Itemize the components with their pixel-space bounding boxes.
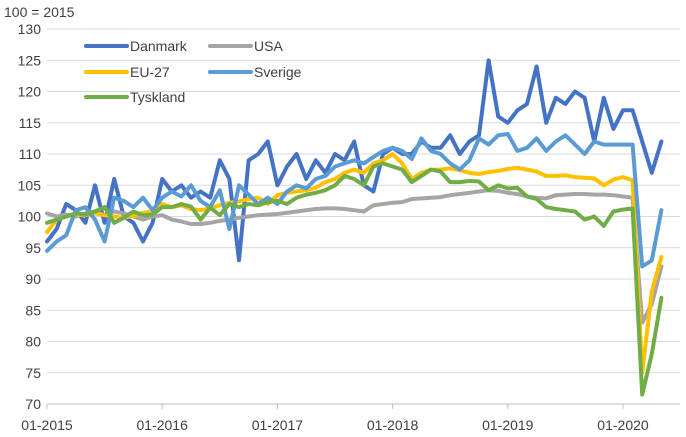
legend-label-sverige: Sverige [254, 64, 302, 80]
y-tick-label: 105 [18, 177, 42, 193]
y-tick-label: 70 [25, 396, 41, 412]
series-line-eu-27 [45, 152, 664, 375]
series-line-danmark [45, 58, 664, 263]
y-tick-label: 125 [18, 52, 42, 68]
series-line-tyskland [45, 161, 664, 397]
y-tick-label: 120 [18, 84, 42, 100]
y-tick-label: 75 [25, 365, 41, 381]
x-tick-label: 01-2017 [252, 417, 304, 433]
unit-label: 100 = 2015 [4, 4, 75, 20]
y-tick-label: 110 [19, 146, 42, 162]
x-tick-label: 01-2018 [367, 417, 419, 433]
y-axis-ticks: 70 75 80 85 90 95 100 105 110 115 120 125 130 [18, 21, 42, 412]
legend-label-eu-27: EU-27 [130, 64, 170, 80]
y-tick-label: 115 [19, 115, 42, 131]
legend: Danmark USA EU-27 Sverige Tyskland [84, 38, 302, 105]
x-tick-label: 01-2015 [21, 417, 73, 433]
series-lines [45, 58, 664, 397]
y-tick-label: 80 [25, 334, 41, 350]
y-tick-label: 90 [25, 271, 41, 287]
legend-label-danmark: Danmark [130, 38, 188, 54]
y-tick-label: 95 [25, 240, 41, 256]
legend-label-usa: USA [254, 38, 283, 54]
series-line-usa [45, 188, 664, 325]
y-tick-label: 85 [25, 302, 41, 318]
y-tick-label: 130 [18, 21, 42, 37]
y-tick-label: 100 [18, 209, 42, 225]
x-tick-label: 01-2016 [137, 417, 189, 433]
x-axis: 01-2015 01-2016 01-2017 01-2018 01-2019 01-20… [21, 403, 680, 433]
legend-label-tyskland: Tyskland [130, 89, 185, 105]
series-line-sverige [45, 132, 664, 269]
x-tick-label: 01-2020 [597, 417, 649, 433]
x-tick-label: 01-2019 [482, 417, 534, 433]
